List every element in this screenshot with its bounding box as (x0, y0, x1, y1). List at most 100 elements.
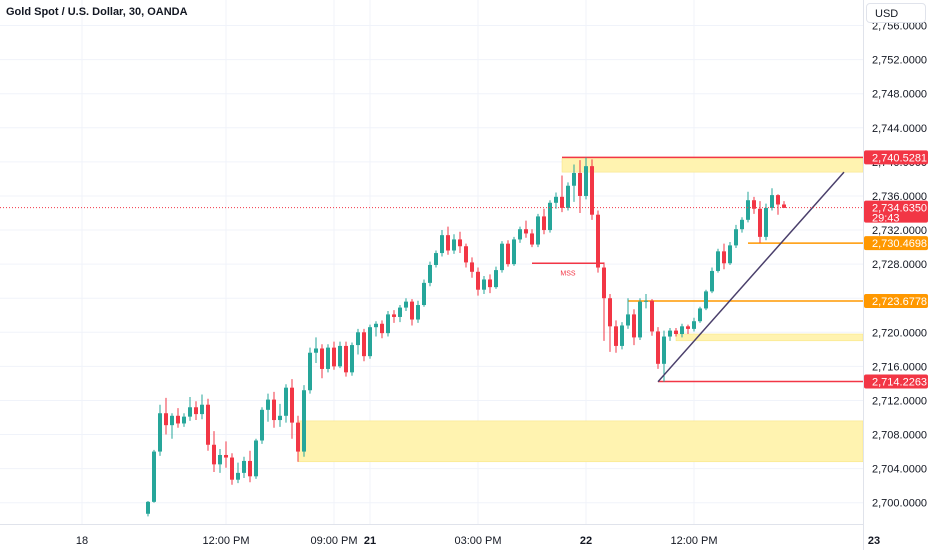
price-tick-label: 2,752.0000 (872, 55, 927, 67)
candle-body-41 (392, 314, 396, 317)
candle-70 (566, 182, 570, 211)
candle-body-94 (710, 270, 714, 292)
candle-58 (494, 266, 498, 289)
price-tick-label: 2,748.0000 (872, 89, 927, 101)
candle-24 (290, 379, 294, 439)
drawings[interactable]: MSS (0, 171, 863, 383)
candle-105 (776, 194, 780, 215)
candle-body-50 (446, 235, 450, 251)
candle-body-40 (386, 314, 390, 334)
candle-body-84 (650, 300, 654, 332)
candle-27 (308, 347, 312, 394)
candle-body-61 (512, 239, 516, 265)
time-tick-label: 18 (76, 535, 88, 547)
candle-22 (278, 403, 282, 427)
candle-90 (686, 324, 690, 334)
time-tick-label: 03:00 PM (454, 535, 501, 547)
candle-53 (464, 243, 468, 268)
candle-body-66 (542, 216, 546, 231)
candle-1 (152, 449, 156, 503)
candle-body-22 (278, 415, 282, 421)
time-axis[interactable]: 18 12:00 PM 09:00 PM 21 03:00 PM 22 12:00 PM 23… (0, 524, 932, 550)
candle-body-3 (164, 413, 168, 426)
candles (146, 157, 786, 517)
level-badge-1[interactable]: 2,730.4698 (864, 236, 928, 251)
candle-6 (182, 413, 186, 427)
candle-46 (422, 279, 426, 307)
candle-body-96 (722, 251, 726, 264)
candle-10 (206, 398, 210, 451)
candle-4 (170, 413, 174, 439)
candle-body-69 (560, 196, 564, 208)
candle-31 (332, 341, 336, 370)
horizontal-levels[interactable] (562, 156, 863, 383)
candle-body-70 (566, 185, 570, 208)
candle-body-18 (254, 440, 258, 477)
candle-body-99 (740, 219, 744, 230)
candle-body-19 (260, 409, 264, 441)
candle-62 (518, 226, 522, 243)
candle-body-25 (296, 422, 300, 452)
trend-line[interactable] (657, 171, 845, 383)
time-axis-bg (0, 524, 863, 550)
candle-47 (428, 261, 432, 287)
price-tick-label: 2,712.0000 (872, 395, 927, 407)
level-badge-0[interactable]: 2,740.5281 (864, 150, 928, 165)
candle-37 (368, 324, 372, 359)
candle-body-71 (572, 172, 576, 186)
candle-body-64 (530, 233, 534, 245)
candle-11 (212, 431, 216, 473)
candle-12 (218, 449, 222, 473)
candle-body-60 (506, 243, 510, 265)
candle-13 (224, 441, 228, 468)
price-tick-label: 2,704.0000 (872, 464, 927, 476)
candle-34 (350, 342, 354, 376)
candle-26 (302, 385, 306, 457)
price-tick-label: 2,744.0000 (872, 123, 927, 135)
candle-51 (452, 234, 456, 254)
level-badge-3-text: 2,714.2263 (872, 376, 927, 388)
candle-body-8 (194, 407, 198, 415)
candle-49 (440, 230, 444, 257)
candle-35 (356, 328, 360, 355)
current-price-badge-bg (864, 200, 928, 223)
candle-body-58 (494, 270, 498, 288)
candle-81 (632, 309, 636, 346)
time-tick-label: 12:00 PM (670, 535, 717, 547)
candle-body-54 (470, 262, 474, 272)
candle-body-23 (284, 387, 288, 416)
candle-body-48 (434, 253, 438, 265)
candle-body-35 (356, 332, 360, 346)
candle-body-12 (218, 454, 222, 465)
candle-body-90 (686, 326, 690, 329)
price-axis[interactable]: 2,700.0000 2,704.0000 2,708.0000 2,712.0000… (863, 0, 932, 550)
candle-body-102 (758, 208, 762, 237)
candle-body-79 (620, 325, 624, 346)
candle-61 (512, 236, 516, 266)
price-axis-bg (863, 0, 932, 550)
candle-52 (458, 231, 462, 254)
candle-body-83 (644, 300, 648, 302)
candle-body-30 (326, 347, 330, 369)
candle-60 (506, 240, 510, 267)
price-tick-label: 2,756.0000 (872, 21, 927, 33)
candle-72 (578, 160, 582, 214)
candle-30 (326, 344, 330, 373)
candle-body-26 (302, 390, 306, 452)
candle-68 (554, 192, 558, 209)
candle-body-52 (458, 239, 462, 247)
candle-body-67 (548, 202, 552, 231)
candle-body-13 (224, 454, 228, 458)
level-badge-3[interactable]: 2,714.2263 (864, 374, 928, 389)
candle-body-46 (422, 282, 426, 306)
currency-button[interactable]: USD (866, 3, 926, 23)
candle-67 (548, 200, 552, 233)
candle-92 (698, 306, 702, 323)
candle-body-32 (338, 345, 342, 367)
price-tick-label: 2,700.0000 (872, 498, 927, 510)
candle-69 (560, 175, 564, 213)
candle-50 (446, 226, 450, 255)
level-badge-2[interactable]: 2,723.6778 (864, 293, 928, 308)
